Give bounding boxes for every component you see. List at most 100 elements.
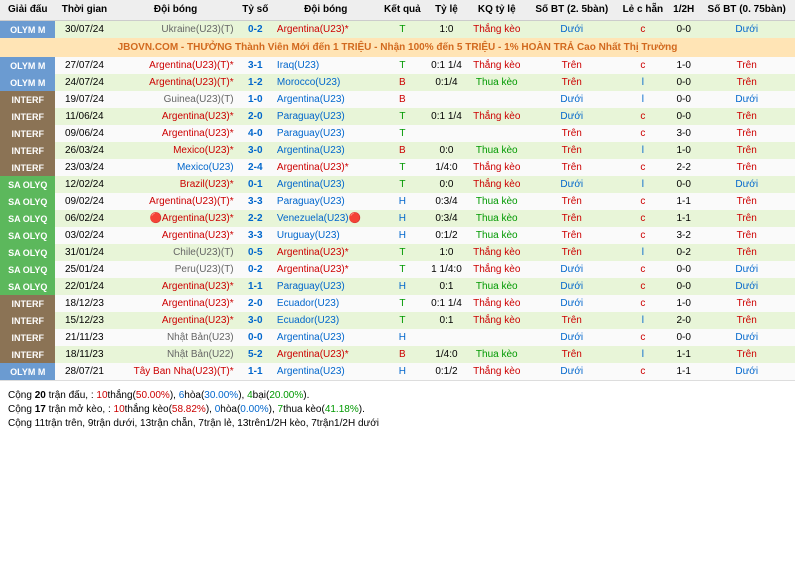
league-badge: OLYM M: [0, 21, 55, 39]
col-header: Giải đấu: [0, 0, 55, 21]
col-header: KQ tỷ lệ: [467, 0, 527, 21]
odd-even: c: [617, 108, 669, 125]
over07: Trên: [698, 125, 795, 142]
match-row[interactable]: SA OLYQ22/01/24Argentina(U23)*1-1Paragua…: [0, 278, 795, 295]
over25: Trên: [527, 142, 617, 159]
match-row[interactable]: INTERF19/07/24Guinea(U23)(T)1-0Argentina…: [0, 91, 795, 108]
league-badge: SA OLYQ: [0, 278, 55, 295]
over25: Trên: [527, 57, 617, 74]
over25: Trên: [527, 227, 617, 244]
over07: Trên: [698, 108, 795, 125]
summary-line: Cộng 17 trận mở kèo, : 10thắng kèo(58.82…: [8, 404, 787, 415]
away-team: Morocco(U23): [273, 74, 379, 91]
result: T: [379, 159, 427, 176]
home-team: Peru(U23)(T): [113, 261, 237, 278]
halftime: 0-0: [669, 329, 698, 346]
odds-result: Thua kèo: [467, 210, 527, 227]
home-team: Brazil(U23)*: [113, 176, 237, 193]
result: T: [379, 176, 427, 193]
match-row[interactable]: INTERF21/11/23Nhật Bản(U23)0-0Argentina(…: [0, 329, 795, 346]
odds-result: Thắng kèo: [467, 21, 527, 39]
odds-result: Thắng kèo: [467, 159, 527, 176]
results-table: Giải đấuThời gianĐội bóngTỷ sốĐội bóngKế…: [0, 0, 795, 380]
away-team: Argentina(U23): [273, 91, 379, 108]
odds: [426, 91, 467, 108]
league-badge: SA OLYQ: [0, 227, 55, 244]
result: B: [379, 142, 427, 159]
over07: Trên: [698, 244, 795, 261]
match-row[interactable]: SA OLYQ31/01/24Chile(U23)(T)0-5Argentina…: [0, 244, 795, 261]
over07: Trên: [698, 210, 795, 227]
match-date: 30/07/24: [55, 21, 113, 39]
match-row[interactable]: INTERF15/12/23Argentina(U23)*3-0Ecuador(…: [0, 312, 795, 329]
match-date: 22/01/24: [55, 278, 113, 295]
odds-result: [467, 125, 527, 142]
league-badge: INTERF: [0, 329, 55, 346]
away-team: Ecuador(U23): [273, 295, 379, 312]
over07: Trên: [698, 346, 795, 363]
odds-result: [467, 91, 527, 108]
match-row[interactable]: SA OLYQ25/01/24Peru(U23)(T)0-2Argentina(…: [0, 261, 795, 278]
home-team: Guinea(U23)(T): [113, 91, 237, 108]
score: 2-0: [238, 108, 273, 125]
match-row[interactable]: OLYM M30/07/24Ukraine(U23)(T)0-2Argentin…: [0, 21, 795, 39]
match-row[interactable]: INTERF11/06/24Argentina(U23)*2-0Paraguay…: [0, 108, 795, 125]
league-badge: INTERF: [0, 108, 55, 125]
promo-banner[interactable]: JBOVN.COM - THƯỞNG Thành Viên Mới đến 1 …: [0, 38, 795, 57]
result: T: [379, 125, 427, 142]
league-badge: SA OLYQ: [0, 210, 55, 227]
over07: Dưới: [698, 329, 795, 346]
odds: 1/4:0: [426, 346, 467, 363]
match-row[interactable]: OLYM M24/07/24Argentina(U23)(T)*1-2Moroc…: [0, 74, 795, 91]
halftime: 0-2: [669, 244, 698, 261]
score: 3-3: [238, 193, 273, 210]
over25: Trên: [527, 210, 617, 227]
match-row[interactable]: INTERF09/06/24Argentina(U23)*4-0Paraguay…: [0, 125, 795, 142]
score: 1-2: [238, 74, 273, 91]
match-row[interactable]: INTERF26/03/24Mexico(U23)*3-0Argentina(U…: [0, 142, 795, 159]
match-row[interactable]: SA OLYQ03/02/24Argentina(U23)*3-3Uruguay…: [0, 227, 795, 244]
match-row[interactable]: SA OLYQ09/02/24Argentina(U23)(T)*3-3Para…: [0, 193, 795, 210]
result: T: [379, 312, 427, 329]
score: 0-2: [238, 261, 273, 278]
odd-even: l: [617, 176, 669, 193]
over25: Dưới: [527, 363, 617, 380]
halftime: 0-0: [669, 261, 698, 278]
odds: 0:1 1/4: [426, 295, 467, 312]
result: H: [379, 363, 427, 380]
odd-even: c: [617, 159, 669, 176]
match-row[interactable]: INTERF18/11/23Nhật Bản(U22)5-2Argentina(…: [0, 346, 795, 363]
odds-result: Thắng kèo: [467, 261, 527, 278]
match-row[interactable]: INTERF23/03/24Mexico(U23)2-4Argentina(U2…: [0, 159, 795, 176]
over25: Trên: [527, 244, 617, 261]
league-badge: SA OLYQ: [0, 244, 55, 261]
odds-result: Thắng kèo: [467, 57, 527, 74]
home-team: Argentina(U23)*: [113, 295, 237, 312]
home-team: Argentina(U23)*: [113, 278, 237, 295]
home-team: Argentina(U23)(T)*: [113, 57, 237, 74]
col-header: Thời gian: [55, 0, 113, 21]
match-row[interactable]: INTERF18/12/23Argentina(U23)*2-0Ecuador(…: [0, 295, 795, 312]
odd-even: l: [617, 91, 669, 108]
over07: Dưới: [698, 261, 795, 278]
odd-even: c: [617, 125, 669, 142]
result: H: [379, 193, 427, 210]
odds-result: Thắng kèo: [467, 176, 527, 193]
match-row[interactable]: OLYM M28/07/21Tây Ban Nha(U23)(T)*1-1Arg…: [0, 363, 795, 380]
over07: Trên: [698, 312, 795, 329]
match-row[interactable]: SA OLYQ12/02/24Brazil(U23)*0-1Argentina(…: [0, 176, 795, 193]
score: 3-0: [238, 312, 273, 329]
away-team: Paraguay(U23): [273, 108, 379, 125]
over25: Dưới: [527, 176, 617, 193]
score: 1-1: [238, 278, 273, 295]
match-row[interactable]: SA OLYQ06/02/24🔴Argentina(U23)*2-2Venezu…: [0, 210, 795, 227]
result: H: [379, 227, 427, 244]
match-row[interactable]: OLYM M27/07/24Argentina(U23)(T)*3-1Iraq(…: [0, 57, 795, 74]
result: T: [379, 21, 427, 39]
league-badge: OLYM M: [0, 57, 55, 74]
league-badge: INTERF: [0, 295, 55, 312]
odd-even: c: [617, 363, 669, 380]
home-team: Mexico(U23): [113, 159, 237, 176]
result: H: [379, 329, 427, 346]
away-team: Argentina(U23): [273, 176, 379, 193]
